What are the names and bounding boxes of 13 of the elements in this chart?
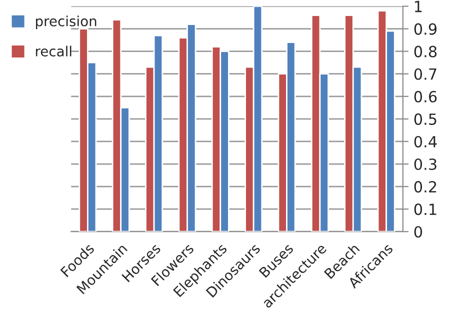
y-tick-label: 0.9	[414, 23, 437, 35]
y-tick-label: 0	[414, 226, 422, 238]
y-tick-label: 0.3	[414, 158, 436, 170]
y-tick-label: 0.2	[414, 181, 436, 193]
y-tick-label: 0.6	[414, 90, 437, 102]
legend-label: recall	[36, 46, 72, 56]
y-tick-label: 0.4	[414, 136, 437, 148]
y-tick-label: 0.5	[414, 113, 436, 125]
y-tick-label: 0.8	[414, 46, 437, 58]
y-tick-label: 1	[414, 0, 422, 12]
y-tick-label: 0.7	[414, 68, 436, 80]
y-tick-label: 0.1	[414, 204, 436, 216]
legend-label: precision	[36, 16, 96, 30]
